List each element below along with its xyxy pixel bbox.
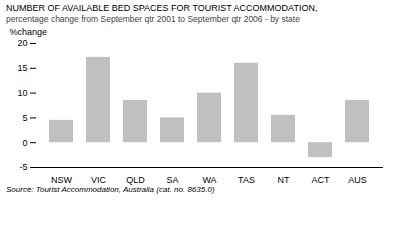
- svg-text:VIC: VIC: [91, 175, 107, 185]
- html-text:percentage change from Septemb: percentage change from September qtr 200…: [6, 13, 300, 24]
- svg-text:-5: -5: [19, 162, 27, 172]
- html-text:NUMBER OF AVAILABLE BED SPACES: NUMBER OF AVAILABLE BED SPACES FOR TOURI…: [6, 3, 318, 13]
- svg-text:NSW: NSW: [51, 175, 73, 185]
- svg-text:TAS: TAS: [238, 175, 255, 185]
- svg-text:AUS: AUS: [348, 175, 367, 185]
- svg-text:NT: NT: [278, 175, 290, 185]
- svg-text:ACT: ACT: [312, 175, 331, 185]
- svg-text:20: 20: [17, 38, 27, 48]
- svg-text:10: 10: [17, 88, 27, 98]
- svg-text:5: 5: [22, 113, 27, 123]
- svg-text:QLD: QLD: [126, 175, 145, 185]
- svg-text:WA: WA: [202, 175, 216, 185]
- html-text:Source: Tourist Accommodation,: Source: Tourist Accommodation, Australia…: [6, 185, 215, 194]
- svg-text:15: 15: [17, 63, 27, 73]
- svg-text:SA: SA: [166, 175, 178, 185]
- svg-text:0: 0: [22, 138, 27, 148]
- svg-text:%change: %change: [10, 27, 48, 37]
